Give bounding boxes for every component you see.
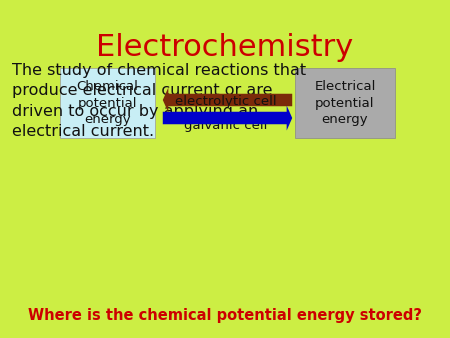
FancyBboxPatch shape xyxy=(295,68,395,138)
Text: galvanic cell: galvanic cell xyxy=(184,119,268,132)
Text: The study of chemical reactions that
produce electrical current or are
driven to: The study of chemical reactions that pro… xyxy=(12,63,306,139)
Text: Electrochemistry: Electrochemistry xyxy=(96,33,354,62)
FancyBboxPatch shape xyxy=(60,68,155,138)
Text: Where is the chemical potential energy stored?: Where is the chemical potential energy s… xyxy=(28,308,422,323)
Text: Chemical
potential
energy: Chemical potential energy xyxy=(76,79,139,126)
Text: Electrical
potential
energy: Electrical potential energy xyxy=(314,79,376,126)
Text: electrolytic cell: electrolytic cell xyxy=(175,95,277,108)
